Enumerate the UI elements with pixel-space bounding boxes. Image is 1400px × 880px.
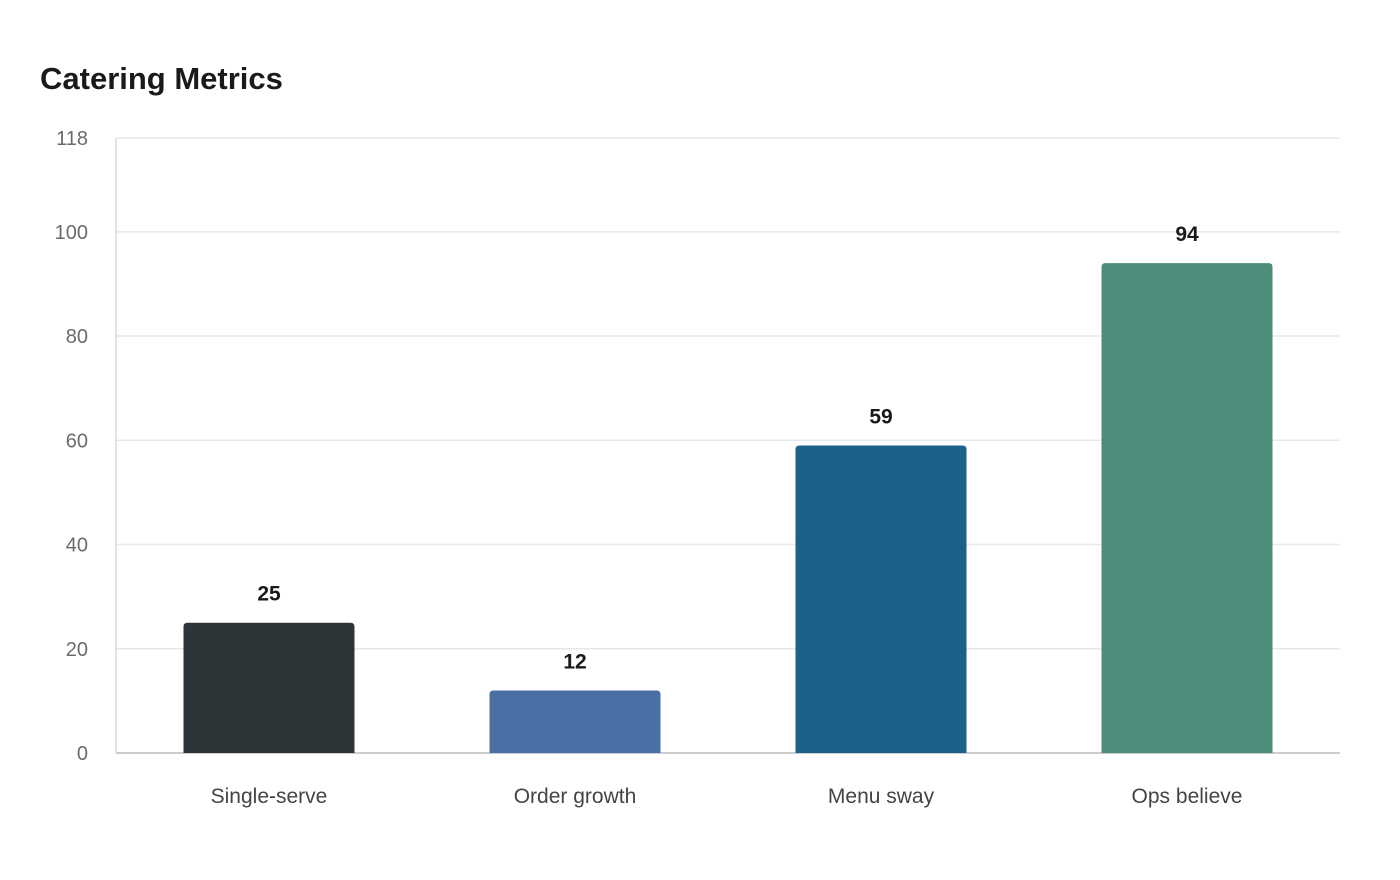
x-tick-label: Single-serve: [211, 785, 328, 808]
y-tick-label: 60: [66, 430, 88, 452]
data-label: 25: [257, 583, 281, 606]
x-tick-label: Menu sway: [828, 785, 935, 808]
bar-order-growth: [489, 690, 661, 753]
y-tick-label: 100: [55, 222, 88, 244]
y-tick-label: 80: [66, 326, 88, 348]
y-tick-label: 20: [66, 639, 88, 661]
data-label: 59: [869, 406, 892, 429]
y-tick-label: 40: [66, 535, 88, 557]
data-label: 12: [563, 650, 586, 673]
bar-single-serve: [183, 622, 355, 753]
labels: 0 20 40 60 80 100 118 25 Single-serve 12 Order gro…: [55, 128, 1243, 808]
bar-menu-sway: [795, 445, 967, 753]
y-tick-label: 0: [77, 743, 88, 765]
bar-ops-believe: [1101, 263, 1273, 753]
data-label: 94: [1175, 223, 1199, 246]
chart-title: Catering Metrics: [40, 61, 283, 96]
y-tick-label: 118: [56, 128, 88, 150]
bars: [183, 263, 1273, 753]
x-tick-label: Order growth: [514, 785, 637, 808]
x-tick-label: Ops believe: [1132, 785, 1243, 808]
